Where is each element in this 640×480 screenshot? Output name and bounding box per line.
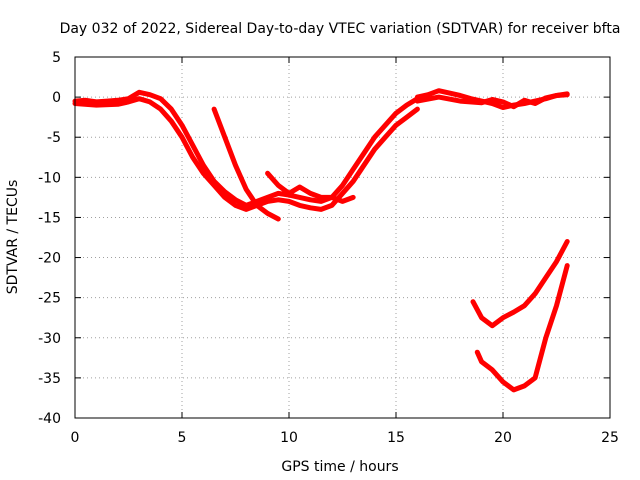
axis-ticks: 0 5 10 15 20 25 5 0 -5 -10 -15 -20 -25 -30 -35 -40 [38, 50, 619, 446]
x-tick-label: 15 [387, 430, 405, 446]
series-line-6 [265, 170, 356, 204]
y-tick-label: -35 [38, 371, 61, 387]
chart-title: Day 032 of 2022, Sidereal Day-to-day VTE… [60, 21, 621, 37]
y-tick-label: 5 [52, 50, 61, 66]
y-tick-label: -15 [38, 210, 61, 226]
y-tick-label: -30 [38, 331, 61, 347]
y-tick-label: 0 [52, 90, 61, 106]
y-tick-label: -20 [38, 251, 61, 267]
x-tick-label: 5 [178, 430, 187, 446]
series-line-8 [474, 263, 570, 393]
grid-lines [75, 57, 610, 418]
plot-frame [74, 56, 611, 419]
x-axis-label: GPS time / hours [281, 459, 398, 475]
x-tick-label: 20 [494, 430, 512, 446]
series-line-1 [72, 89, 420, 208]
x-tick-label: 0 [71, 430, 80, 446]
x-tick-label: 10 [280, 430, 298, 446]
x-tick-label: 25 [601, 430, 619, 446]
y-tick-label: -5 [47, 130, 61, 146]
y-axis-label: SDTVAR / TECUs [5, 180, 21, 295]
series-line-3 [211, 106, 281, 222]
y-tick-label: -40 [38, 411, 61, 427]
series-line-7 [470, 239, 570, 329]
y-tick-label: -10 [38, 170, 61, 186]
y-tick-label: -25 [38, 291, 61, 307]
series-layer [72, 88, 570, 393]
series-line-5 [414, 91, 570, 110]
